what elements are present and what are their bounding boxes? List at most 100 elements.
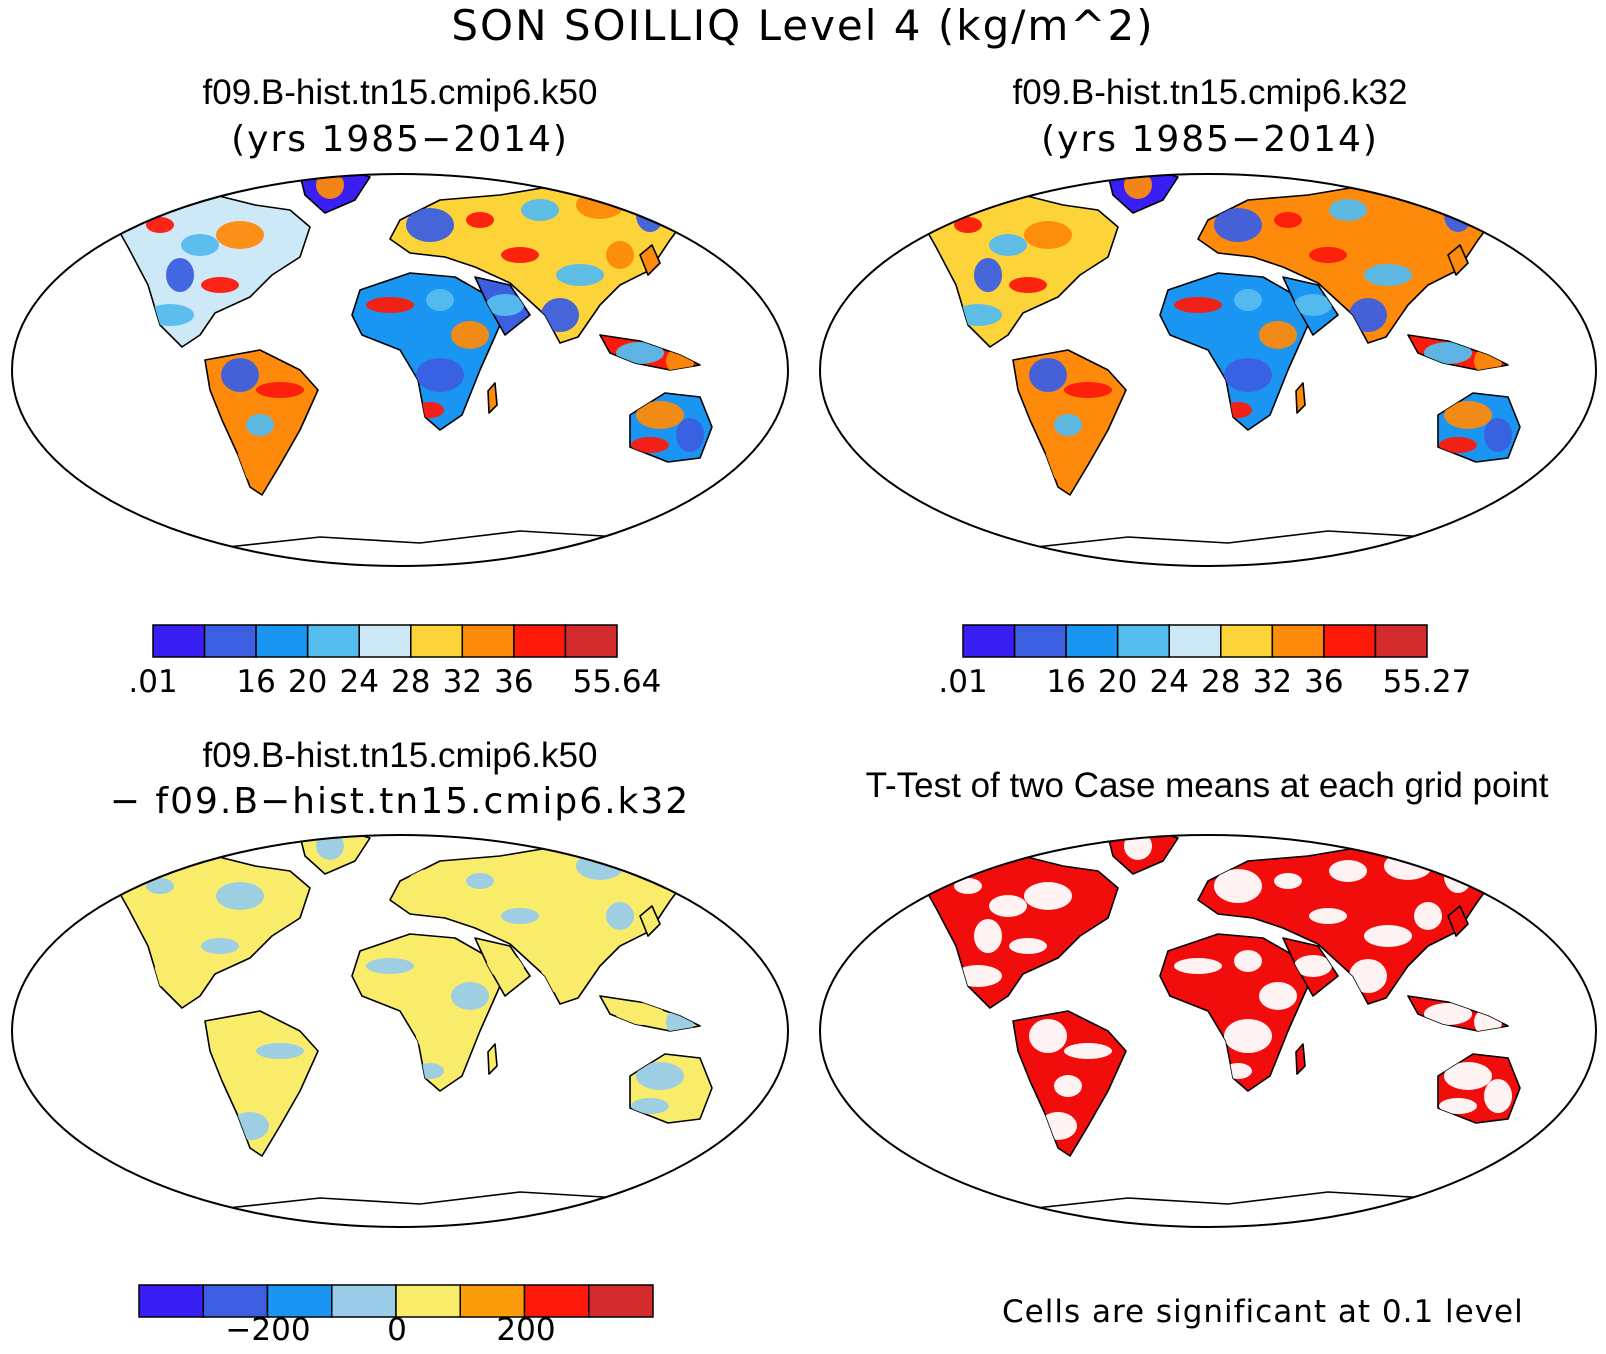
field-patch <box>1384 191 1432 219</box>
field-patch <box>1414 902 1442 930</box>
field-patch <box>146 878 174 894</box>
panel-subtitle-k32: (yrs 1985−2014) <box>1041 119 1379 160</box>
field-patch <box>201 277 239 293</box>
field-patch <box>221 1019 259 1053</box>
field-patch <box>1174 958 1222 974</box>
map-border <box>11 834 789 1228</box>
colorbar-tick-label: .01 <box>938 664 988 700</box>
colorbar-box <box>358 624 412 658</box>
field-patch <box>576 191 624 219</box>
colorbar-box <box>461 624 515 658</box>
colorbar-tick-label: 24 <box>1149 664 1189 700</box>
field-patch <box>1224 358 1272 392</box>
continent-antarctica <box>907 530 1529 566</box>
field-patch <box>1054 414 1082 436</box>
map-border <box>819 834 1597 1228</box>
field-patch <box>606 902 634 930</box>
field-patch <box>466 212 494 228</box>
continent-japan <box>1447 905 1469 937</box>
continent-antarctica <box>907 1191 1529 1227</box>
field-patch <box>451 982 489 1010</box>
colorbar-tick-label: 55.64 <box>572 664 662 700</box>
colorbar-tick-label: .01 <box>128 664 178 700</box>
field-patch <box>521 199 559 221</box>
colorbar-box <box>962 624 1016 658</box>
field-patch <box>426 950 454 972</box>
field-patch <box>1439 437 1477 453</box>
continent-north-america <box>917 853 1119 1009</box>
field-patch <box>256 382 304 398</box>
field-patch <box>1309 247 1347 263</box>
field-patch <box>1064 382 1112 398</box>
field-patch <box>181 895 219 917</box>
colorbar-box <box>306 624 360 658</box>
field-patch <box>406 208 454 242</box>
field-patch <box>416 402 444 418</box>
colorbar-box <box>331 1284 397 1318</box>
field-patch <box>989 895 1027 917</box>
field-patch <box>616 1003 664 1025</box>
field-patch <box>636 1062 684 1090</box>
colorbar-box <box>1065 624 1119 658</box>
field-patch <box>556 264 604 286</box>
map-border <box>819 173 1597 567</box>
field-patch <box>246 1075 274 1097</box>
field-patch <box>256 1043 304 1059</box>
field-patch <box>1224 1063 1252 1079</box>
field-patch <box>1174 297 1222 313</box>
field-patch <box>1294 294 1332 316</box>
colorbar-box <box>138 1284 204 1318</box>
colorbar-box <box>1374 624 1428 658</box>
field-patch <box>1424 1003 1472 1025</box>
field-patch <box>501 247 539 263</box>
colorbar-tick-label: 20 <box>1097 664 1138 700</box>
field-patch <box>636 401 684 429</box>
colorbar-tick-label: 24 <box>339 664 379 700</box>
colorbar-k50 <box>152 624 618 658</box>
colorbar-tick-label: 36 <box>1304 664 1344 700</box>
field-patch <box>1444 1062 1492 1090</box>
field-patch <box>1029 1019 1067 1053</box>
field-patch <box>426 289 454 311</box>
colorbar-tick-label: 28 <box>391 664 431 700</box>
colorbar-box <box>152 624 206 658</box>
main-title: SON SOILLIQ Level 4 (kg/m^2) <box>451 1 1155 50</box>
colorbar-box <box>1116 624 1170 658</box>
field-patch <box>216 882 264 910</box>
field-patch <box>1064 1043 1112 1059</box>
colorbar-tick-label: 20 <box>287 664 328 700</box>
field-patch <box>954 304 1002 326</box>
field-patch <box>416 358 464 392</box>
colorbar-tick-label: 36 <box>494 664 534 700</box>
field-patch <box>1414 241 1442 269</box>
colorbar-box <box>1323 624 1377 658</box>
field-patch <box>416 1063 444 1079</box>
field-patch <box>231 451 269 479</box>
colorbar-box <box>203 624 257 658</box>
field-patch <box>1329 199 1367 221</box>
field-patch <box>316 835 344 860</box>
field-patch <box>216 221 264 249</box>
field-patch <box>1294 955 1332 977</box>
field-patch <box>954 217 982 233</box>
field-patch <box>1384 852 1432 880</box>
continent-japan <box>639 905 661 937</box>
colorbar-tick-label: 0 <box>387 1312 407 1348</box>
field-patch <box>1309 908 1347 924</box>
field-patch <box>521 860 559 882</box>
colorbar-box <box>255 624 309 658</box>
colorbar-tick-label: 200 <box>496 1312 556 1348</box>
colorbar-box <box>523 1284 590 1318</box>
continent-madagascar <box>487 1043 498 1075</box>
colorbar-box <box>564 624 618 658</box>
panel-subtitle-k50: (yrs 1985−2014) <box>231 119 569 160</box>
panel-title-k50: f09.B-hist.tn15.cmip6.k50 <box>202 73 598 112</box>
field-patch <box>631 1098 669 1114</box>
field-patch <box>606 241 634 269</box>
field-patch <box>1039 451 1077 479</box>
map-k50 <box>11 173 789 567</box>
continent-antarctica <box>99 1191 721 1227</box>
field-patch <box>366 958 414 974</box>
colorbar-box <box>1271 624 1325 658</box>
map-ttest <box>819 834 1597 1228</box>
